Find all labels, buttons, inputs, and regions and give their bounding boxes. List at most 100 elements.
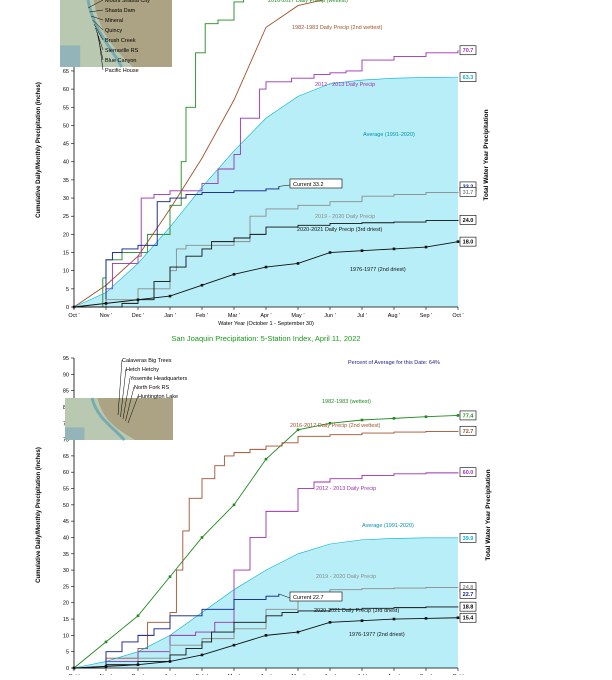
series-marker [456, 414, 460, 417]
x-tick-label-sep: Sep ’ [420, 313, 433, 319]
series-total-value: 60.0 [463, 470, 474, 476]
series-marker [360, 619, 364, 622]
y-tick-label: 30 [63, 568, 69, 574]
y-tick-label: 35 [63, 178, 69, 184]
y-tick-label: 40 [63, 160, 69, 166]
series-marker [104, 640, 108, 644]
y-axis-label: Cumulative Daily/Monthly Precipitation (… [36, 82, 42, 218]
series-line-3 [73, 537, 458, 669]
series-marker [424, 415, 428, 419]
station-pointer [92, 19, 104, 31]
series-line-2 [74, 50, 459, 308]
chart-title: San Joaquin Precipitation: 5-Station Ind… [171, 334, 360, 343]
y-tick-label: 90 [63, 372, 69, 378]
y-tick-label: 15 [63, 251, 69, 257]
series-marker [168, 660, 172, 663]
station-pointer [122, 377, 131, 420]
x-axis-label: Water Year (October 1 - September 30) [218, 321, 314, 327]
series-marker [232, 273, 236, 276]
y-tick-label: 85 [63, 389, 69, 395]
x-tick-label-oct: Oct ’ [452, 313, 463, 319]
series-marker [328, 251, 332, 254]
chart-1: 05101520253035404550556065707580Oct ’Nov… [36, 0, 490, 327]
series-total-value: 24.8 [463, 585, 474, 591]
series-total-box [459, 589, 477, 599]
series-label: 1976-1977 (2nd driest) [350, 267, 406, 273]
chart-2: San Joaquin Precipitation: 5-Station Ind… [36, 334, 492, 680]
station-label: North Fork RS [134, 385, 169, 391]
series-marker [392, 417, 396, 420]
series-marker [232, 643, 236, 647]
series-marker [360, 418, 364, 422]
y-tick-label: 55 [63, 487, 69, 493]
y-tick-label: 10 [63, 633, 69, 639]
series-marker [456, 616, 460, 620]
y-tick-label: 55 [63, 105, 69, 111]
y-tick-label: 70 [63, 438, 69, 444]
series-marker [104, 302, 108, 305]
y-tick-label: 45 [63, 519, 69, 525]
y-tick-label: 5 [66, 650, 69, 656]
x-tick-label-dec: Dec ’ [132, 313, 145, 319]
current-label: Current 33.2 [293, 182, 324, 188]
series-label: 2020-2021 Daily Precip (3rd driest) [314, 608, 399, 614]
series-line-0 [74, 0, 245, 308]
series-marker [168, 575, 172, 578]
station-map-inset [60, 0, 172, 68]
series-line-5 [74, 191, 459, 308]
station-map-inset [65, 397, 173, 441]
series-line-5 [74, 593, 280, 669]
station-label: Yosemite Headquarters [130, 376, 188, 382]
current-box [289, 591, 343, 602]
y-tick-label: 20 [63, 601, 69, 607]
station-label: Sierraville RS [105, 48, 139, 54]
series-total-value: 15.4 [463, 616, 475, 622]
series-total-value: 72.7 [463, 429, 474, 435]
series-marker [360, 249, 364, 253]
series-total-box [459, 45, 477, 56]
series-marker [104, 665, 108, 668]
map-coast [60, 45, 81, 67]
map-coast [65, 427, 85, 440]
y-tick-label: 10 [63, 269, 69, 275]
series-marker [72, 305, 76, 309]
x-tick-label-apr: Apr ’ [260, 313, 271, 319]
y-tick-label: 5 [66, 287, 69, 293]
series-total-box [459, 425, 477, 436]
series-marker [200, 536, 204, 539]
series-total-value: 31.7 [463, 190, 474, 196]
series-line-1 [74, 430, 459, 669]
y-tick-label: 60 [63, 470, 69, 476]
series-total-value: 24.0 [463, 218, 474, 224]
current-box [289, 178, 343, 189]
series-label: 1982-1983 Daily Precip (2nd wettest) [292, 25, 383, 31]
series-marker [328, 621, 332, 624]
series-label: Average (1991-2020) [362, 523, 414, 529]
station-pointer [98, 35, 104, 71]
series-label: 1982-1983 (wettest) [322, 399, 371, 405]
series-total-box [459, 410, 477, 421]
series-label: 2019 - 2020 Daily Precip [315, 214, 375, 220]
series-total-value: 63.3 [463, 75, 474, 81]
y-tick-label: 45 [63, 142, 69, 148]
x-tick-label-nov: Nov ’ [100, 313, 113, 319]
series-marker [392, 247, 396, 251]
series-marker [168, 294, 172, 298]
series-marker [456, 240, 460, 243]
series-line-3 [73, 76, 459, 308]
station-label: Brush Creek [105, 38, 136, 44]
series-total-value: 70.7 [463, 48, 474, 54]
station-pointer [125, 386, 135, 422]
series-total-box [459, 532, 477, 543]
y-tick-label: 40 [63, 535, 69, 541]
y-tick-label: 30 [63, 196, 69, 202]
series-label: 2020-2021 Daily Precip (3rd driest) [297, 227, 382, 233]
y-tick-label: 25 [63, 584, 69, 590]
series-marker [264, 265, 268, 269]
series-line-4 [74, 186, 280, 308]
series-marker [424, 245, 428, 249]
series-total-value: 22.7 [463, 592, 474, 598]
y-tick-label: 65 [63, 454, 69, 460]
series-label: 2012 - 2013 Daily Precip [315, 82, 375, 88]
